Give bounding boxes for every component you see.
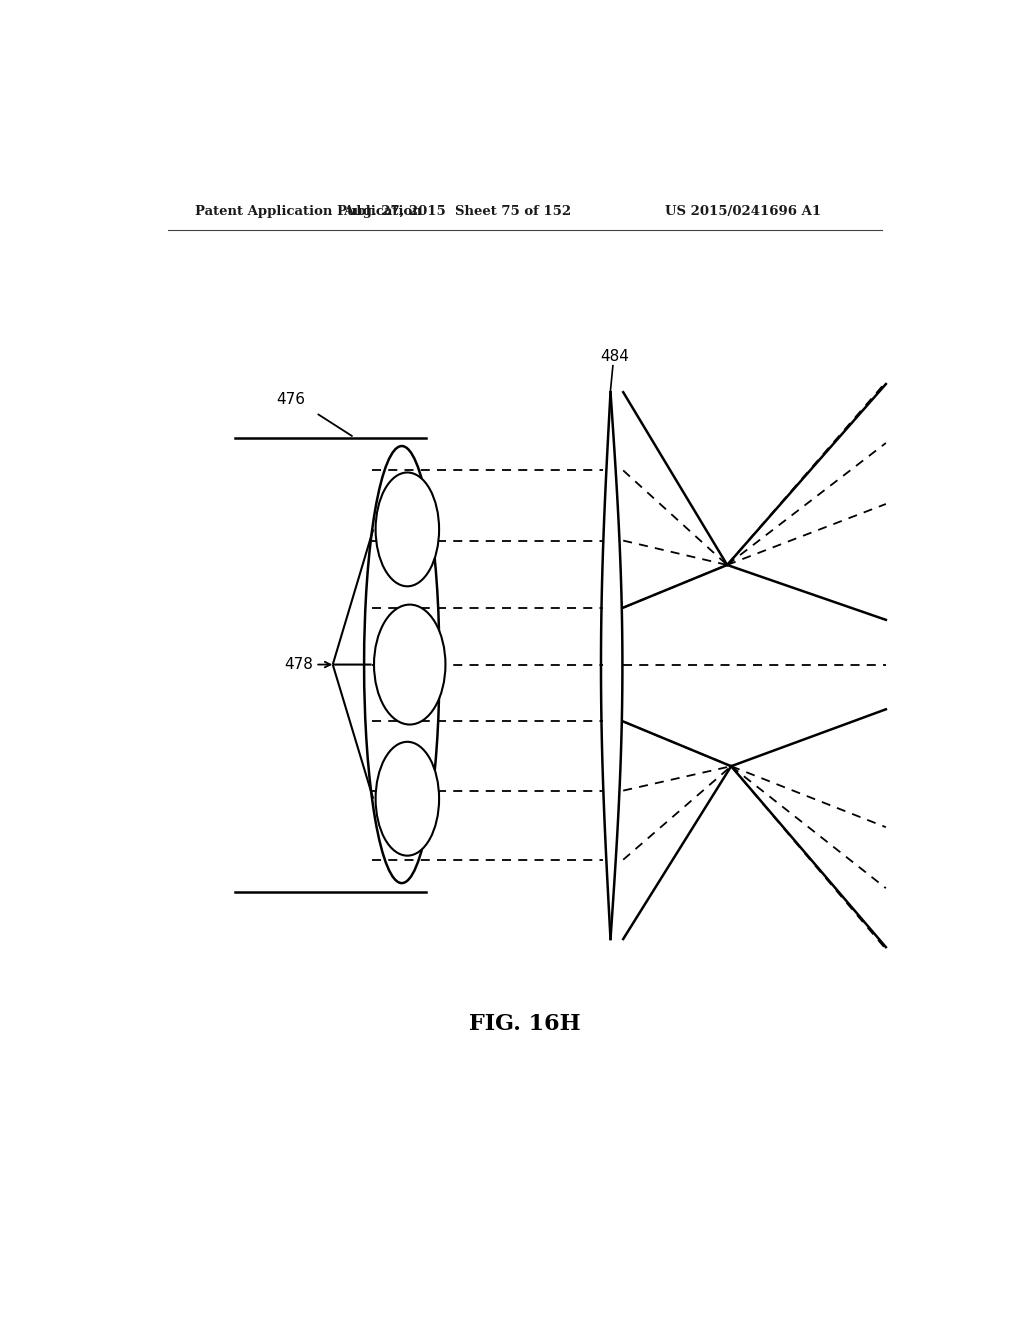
Ellipse shape xyxy=(374,605,445,725)
Text: Patent Application Publication: Patent Application Publication xyxy=(196,205,422,218)
Text: Aug. 27, 2015  Sheet 75 of 152: Aug. 27, 2015 Sheet 75 of 152 xyxy=(343,205,571,218)
Ellipse shape xyxy=(376,473,439,586)
Text: FIG. 16H: FIG. 16H xyxy=(469,1014,581,1035)
Text: 484: 484 xyxy=(600,348,629,364)
Ellipse shape xyxy=(376,742,439,855)
Text: 478: 478 xyxy=(284,657,313,672)
Text: 476: 476 xyxy=(276,392,305,408)
Text: US 2015/0241696 A1: US 2015/0241696 A1 xyxy=(665,205,821,218)
